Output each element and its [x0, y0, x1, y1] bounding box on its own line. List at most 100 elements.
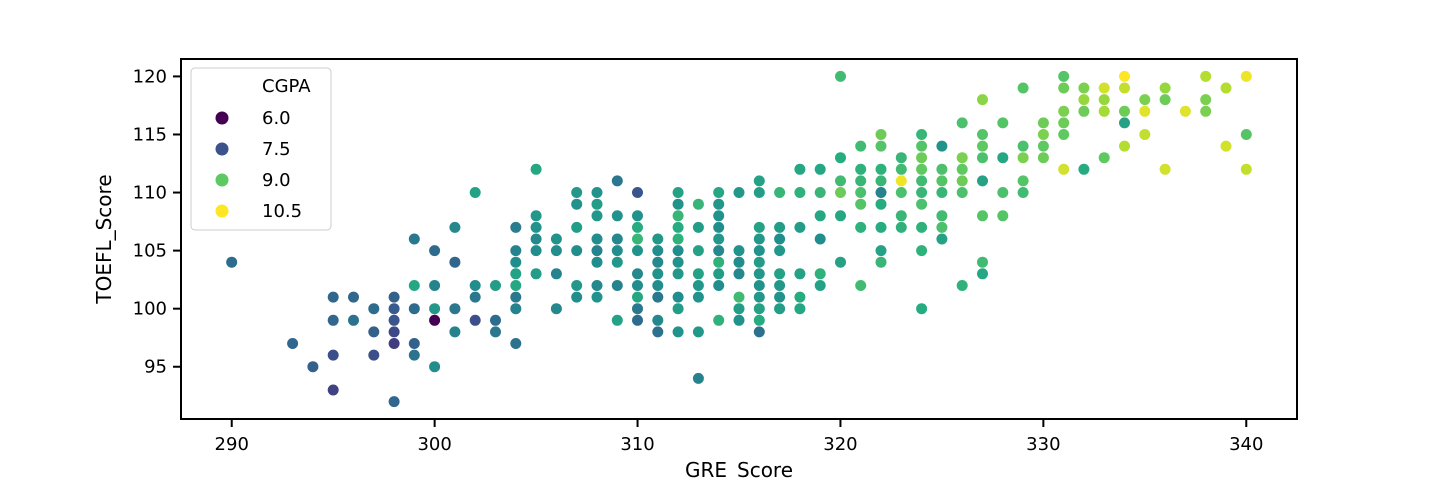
data-point	[1078, 94, 1090, 106]
data-point	[1058, 82, 1070, 94]
data-point	[875, 129, 887, 140]
data-point	[611, 280, 623, 291]
data-point	[977, 140, 988, 152]
data-point	[530, 245, 542, 257]
data-point	[936, 175, 948, 187]
data-point	[835, 175, 846, 187]
data-point	[611, 210, 623, 222]
data-point	[753, 326, 765, 338]
y-axis-ticks: 95 100 105 110 115 120	[133, 66, 181, 378]
data-point	[1119, 70, 1130, 82]
data-point	[713, 221, 725, 233]
data-point	[753, 303, 765, 315]
data-point	[530, 210, 542, 222]
data-point	[632, 221, 643, 233]
data-point	[1139, 129, 1151, 140]
data-point	[429, 303, 441, 315]
data-point	[977, 256, 988, 268]
data-point	[591, 291, 603, 303]
data-point	[408, 233, 420, 245]
data-point	[875, 175, 887, 187]
data-point	[1078, 105, 1090, 117]
data-point	[652, 268, 664, 280]
data-point	[733, 314, 745, 326]
legend-box	[190, 67, 332, 231]
data-point	[753, 280, 765, 291]
data-point	[855, 280, 867, 291]
data-point	[713, 280, 725, 291]
data-point	[1098, 152, 1110, 164]
data-point	[287, 338, 299, 349]
data-point	[652, 326, 664, 338]
data-point	[611, 256, 623, 268]
data-point	[1058, 117, 1070, 129]
data-point	[916, 140, 928, 152]
data-point	[1220, 82, 1232, 94]
data-point	[611, 233, 623, 245]
data-point	[733, 245, 745, 257]
data-point	[774, 245, 786, 257]
data-point	[672, 221, 684, 233]
x-axis-ticks: 290 300 310 320 330 340	[215, 419, 1263, 455]
data-point	[713, 198, 725, 210]
data-point	[733, 291, 745, 303]
data-point	[1037, 129, 1049, 140]
x-tick-label: 320	[823, 434, 857, 455]
data-point	[388, 314, 400, 326]
data-point	[895, 175, 907, 187]
y-axis-label: TOEFL_Score	[92, 174, 116, 304]
data-point	[1058, 70, 1070, 82]
data-point	[550, 245, 562, 257]
data-point	[895, 210, 907, 222]
y-tick-label: 115	[133, 124, 167, 145]
data-point	[429, 314, 441, 326]
data-point	[977, 268, 988, 280]
legend-label: 6.0	[262, 108, 291, 129]
data-point	[794, 268, 806, 280]
data-point	[733, 303, 745, 315]
data-point	[348, 314, 359, 326]
data-point	[591, 256, 603, 268]
data-point	[692, 245, 704, 257]
data-point	[753, 221, 765, 233]
data-point	[875, 140, 887, 152]
data-point	[713, 210, 725, 222]
y-tick-label: 120	[133, 66, 167, 87]
data-point	[855, 221, 867, 233]
y-tick-label: 105	[133, 241, 167, 262]
data-point	[814, 187, 826, 198]
data-point	[753, 187, 765, 198]
data-point	[936, 210, 948, 222]
data-point	[692, 268, 704, 280]
data-point	[388, 338, 400, 349]
data-point	[835, 256, 846, 268]
data-point	[652, 291, 664, 303]
data-point	[672, 256, 684, 268]
data-point	[469, 314, 481, 326]
data-point	[692, 280, 704, 291]
data-point	[794, 303, 806, 315]
data-point	[1098, 94, 1110, 106]
data-point	[916, 221, 928, 233]
data-point	[916, 129, 928, 140]
data-point	[692, 198, 704, 210]
data-point	[1240, 163, 1252, 175]
data-point	[1240, 129, 1252, 140]
data-point	[388, 396, 400, 408]
data-point	[733, 268, 745, 280]
data-point	[611, 245, 623, 257]
data-point	[571, 221, 583, 233]
data-point	[875, 163, 887, 175]
data-point	[855, 175, 867, 187]
x-tick-label: 330	[1026, 434, 1060, 455]
data-point	[916, 152, 928, 164]
data-point	[652, 314, 664, 326]
data-point	[956, 117, 968, 129]
data-point	[1119, 140, 1130, 152]
data-point	[997, 210, 1009, 222]
data-point	[429, 245, 441, 257]
data-point	[388, 303, 400, 315]
data-point	[611, 175, 623, 187]
data-point	[794, 221, 806, 233]
